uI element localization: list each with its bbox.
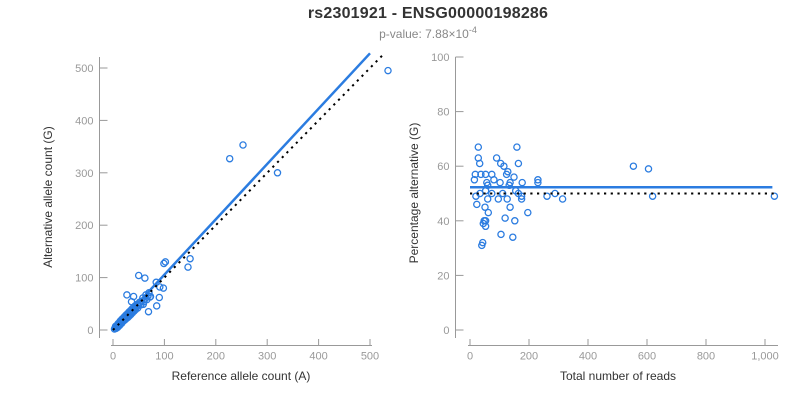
data-point	[144, 307, 153, 316]
data-point	[644, 165, 653, 173]
data-point	[506, 178, 514, 187]
subtitle-exponent: -4	[468, 25, 477, 35]
data-point	[152, 302, 161, 310]
data-point	[498, 189, 507, 198]
data-point	[514, 159, 523, 168]
data-point	[478, 241, 486, 250]
x-tick-label: 0	[467, 351, 473, 363]
x-tick-label: 200	[207, 351, 225, 363]
data-point	[123, 291, 131, 299]
x-tick-label: 600	[638, 351, 656, 363]
data-point	[475, 159, 484, 168]
data-point	[500, 162, 508, 170]
chart-title: rs2301921 - ENSG00000198286	[307, 5, 549, 22]
y-tick-label: 20	[437, 270, 449, 282]
data-point	[161, 258, 170, 266]
data-point	[155, 293, 164, 302]
data-point	[156, 283, 164, 291]
x-tick-label: 800	[697, 351, 715, 363]
x-tick-label: 0	[110, 351, 116, 363]
data-point	[484, 208, 493, 217]
x-tick-label: 200	[520, 351, 538, 363]
left-x-axis-title: Reference allele count (A)	[172, 369, 311, 383]
x-tick-label: 500	[361, 351, 379, 363]
data-point	[474, 143, 483, 151]
regression-line	[112, 52, 371, 331]
data-point	[139, 300, 148, 309]
data-point	[494, 195, 503, 203]
data-point	[239, 141, 247, 149]
y-tick-label: 100	[431, 52, 449, 64]
y-tick-label: 40	[437, 216, 449, 228]
data-point	[517, 195, 526, 203]
data-point	[629, 162, 638, 170]
data-point	[543, 192, 551, 200]
data-point	[770, 192, 779, 200]
data-point	[477, 170, 485, 179]
data-point	[146, 292, 155, 301]
data-point	[490, 176, 498, 184]
y-tick-label: 500	[75, 63, 93, 75]
x-tick-label: 1,000	[751, 351, 779, 363]
x-tick-label: 300	[258, 351, 276, 363]
data-point	[510, 173, 518, 181]
data-point	[160, 259, 168, 268]
data-point	[496, 178, 504, 187]
data-point	[509, 233, 517, 241]
y-tick-label: 0	[87, 325, 93, 337]
data-point	[481, 222, 490, 231]
left-scatter-plot: 0 100 200 300 400 500 0 100 200 300 400 500	[75, 52, 392, 363]
right-scatter-plot: 0 20 40 60 80 100 0 200 400 600 800 1,000	[431, 52, 779, 363]
data-point	[470, 176, 479, 184]
data-point	[558, 195, 567, 203]
data-point	[518, 178, 526, 187]
data-point	[534, 176, 542, 184]
data-point	[488, 189, 496, 198]
data-point	[472, 192, 480, 200]
data-point	[481, 203, 489, 211]
y-tick-label: 300	[75, 168, 93, 180]
x-tick-label: 400	[579, 351, 597, 363]
data-point	[141, 274, 149, 282]
data-point	[504, 167, 512, 176]
data-point	[511, 217, 519, 225]
data-point	[159, 284, 168, 292]
y-tick-label: 100	[75, 273, 93, 285]
subtitle-pvalue-text: p-value: 7.88×10	[379, 27, 469, 41]
data-point	[497, 230, 505, 239]
data-point	[273, 169, 282, 177]
y-tick-label: 0	[443, 325, 449, 337]
data-point	[513, 143, 521, 151]
data-point	[127, 297, 136, 306]
data-point	[503, 195, 511, 203]
data-point	[524, 208, 532, 217]
y-tick-label: 60	[437, 161, 449, 173]
chart-subtitle: p-value: 7.88×10-4	[28, 25, 800, 41]
right-y-axis-title: Percentage alternative (G)	[407, 123, 421, 264]
data-point	[186, 254, 194, 263]
y-tick-label: 200	[75, 220, 93, 232]
data-point	[184, 263, 192, 271]
data-point	[517, 192, 526, 200]
x-tick-label: 100	[155, 351, 173, 363]
data-point	[483, 195, 492, 203]
data-point	[473, 200, 481, 209]
data-point	[134, 271, 143, 280]
y-tick-label: 400	[75, 115, 93, 127]
right-x-axis-title: Total number of reads	[560, 369, 676, 383]
left-y-axis-title: Alternative allele count (G)	[41, 126, 55, 267]
x-tick-label: 400	[309, 351, 327, 363]
data-point	[506, 203, 514, 211]
data-point	[534, 178, 542, 187]
data-point	[225, 154, 234, 163]
data-point	[384, 66, 392, 75]
data-point	[501, 214, 509, 222]
data-point	[492, 154, 501, 162]
y-tick-label: 80	[437, 107, 449, 119]
identity-line	[112, 52, 386, 331]
